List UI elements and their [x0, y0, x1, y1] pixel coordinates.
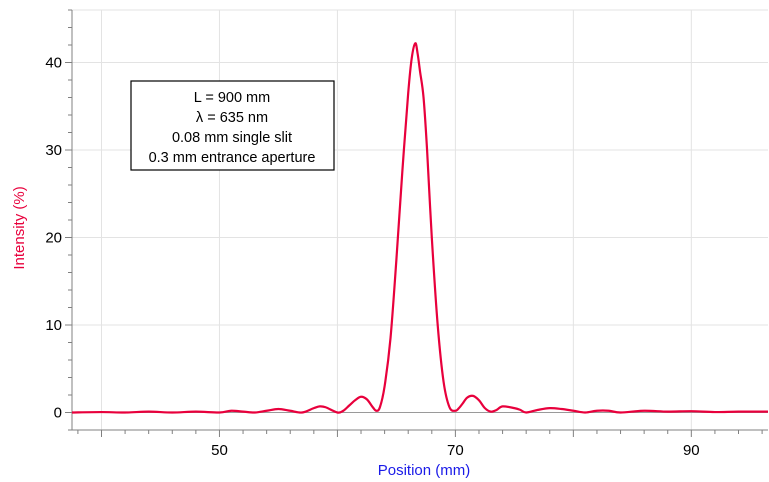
annotation-line-aperture: 0.3 mm entrance aperture	[149, 150, 316, 166]
annotation-line-wavelength: λ = 635 nm	[196, 110, 268, 126]
y-tick-label: 40	[45, 55, 62, 72]
x-tick-label: 70	[447, 442, 464, 459]
annotation-line-slit: 0.08 mm single slit	[172, 130, 292, 146]
y-tick-label: 0	[54, 405, 62, 422]
annotation-line-length: L = 900 mm	[194, 90, 270, 106]
y-tick-label: 30	[45, 142, 62, 159]
y-axis-title: Intensity (%)	[11, 186, 28, 269]
x-tick-label: 50	[211, 442, 228, 459]
x-tick-label: 90	[683, 442, 700, 459]
tick-marks	[65, 9, 763, 437]
annotation-box: L = 900 mm λ = 635 nm 0.08 mm single sli…	[130, 80, 335, 171]
y-tick-label: 10	[45, 317, 62, 334]
tick-labels: 0 10 20 30 40 50 70 90	[45, 55, 699, 460]
series-line-intensity	[71, 42, 769, 414]
x-axis-title: Position (mm)	[378, 462, 471, 479]
y-tick-label: 20	[45, 230, 62, 247]
